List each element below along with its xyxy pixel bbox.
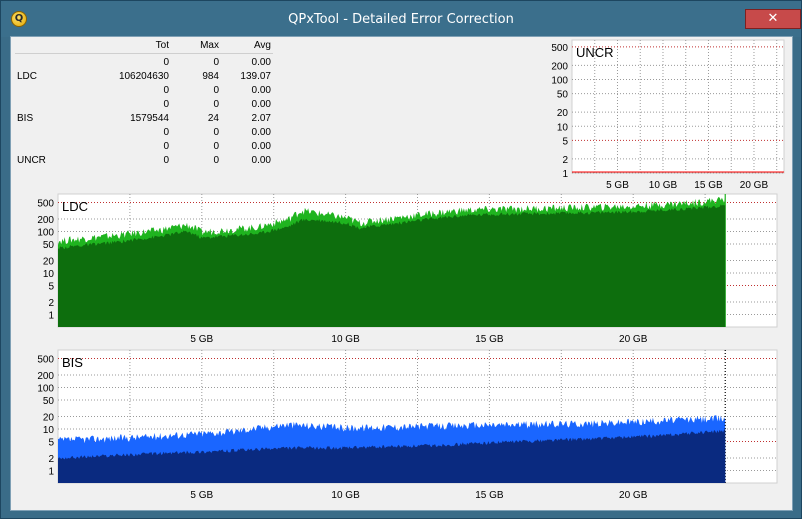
stats-tot: 0 — [163, 141, 169, 152]
stats-row: 0 0 0.00 — [15, 85, 273, 99]
stats-header-row: Tot Max Avg — [15, 40, 273, 54]
stats-tot: 0 — [163, 85, 169, 96]
x-tick-label: 10 GB — [331, 334, 360, 345]
stats-table: Tot Max Avg 0 0 0.00 LDC 106204630 984 1… — [15, 40, 273, 168]
stats-tot: 1579544 — [130, 113, 169, 124]
x-tick-label: 10 GB — [331, 490, 360, 501]
y-tick-label: 500 — [37, 354, 54, 365]
y-tick-label: 100 — [37, 383, 54, 394]
stats-max: 0 — [213, 57, 219, 68]
stats-tot: 0 — [163, 99, 169, 110]
stats-max: 0 — [213, 127, 219, 138]
y-tick-label: 500 — [37, 198, 54, 209]
y-tick-label: 200 — [551, 61, 568, 72]
y-tick-label: 50 — [43, 396, 55, 407]
series-area — [58, 204, 726, 327]
y-tick-label: 5 — [48, 437, 54, 448]
stats-avg: 0.00 — [251, 155, 271, 166]
stats-max: 0 — [213, 85, 219, 96]
stats-tot: 0 — [163, 155, 169, 166]
y-tick-label: 200 — [37, 215, 54, 226]
x-tick-label: 15 GB — [694, 180, 723, 191]
stats-row: LDC 106204630 984 139.07 — [15, 71, 273, 85]
stats-row: 0 0 0.00 — [15, 127, 273, 141]
stats-avg: 2.07 — [251, 113, 271, 124]
stats-label: UNCR — [17, 155, 46, 166]
x-tick-label: 20 GB — [619, 490, 648, 501]
y-tick-label: 50 — [43, 240, 55, 251]
stats-label: LDC — [17, 71, 38, 82]
stats-row: UNCR 0 0 0.00 — [15, 155, 273, 169]
y-tick-label: 500 — [551, 43, 568, 54]
x-tick-label: 5 GB — [606, 180, 629, 191]
stats-max: 0 — [213, 99, 219, 110]
stats-max: 24 — [207, 113, 219, 124]
y-tick-label: 10 — [43, 425, 55, 436]
stats-max: 0 — [213, 155, 219, 166]
stats-separator — [15, 53, 273, 54]
chart-title: BIS — [62, 355, 83, 370]
x-tick-label: 10 GB — [649, 180, 678, 191]
x-tick-label: 15 GB — [475, 334, 504, 345]
x-tick-label: 15 GB — [475, 490, 504, 501]
y-tick-label: 10 — [557, 122, 569, 133]
y-tick-label: 100 — [551, 76, 568, 87]
series-area — [58, 429, 726, 483]
stats-label: BIS — [17, 113, 34, 124]
header-tot: Tot — [155, 40, 169, 51]
y-tick-label: 20 — [43, 413, 55, 424]
y-tick-label: 2 — [48, 298, 54, 309]
stats-tot: 0 — [163, 57, 169, 68]
close-button[interactable]: ✕ — [745, 9, 801, 29]
x-tick-label: 5 GB — [190, 334, 213, 345]
y-tick-label: 20 — [43, 257, 55, 268]
header-avg: Avg — [253, 40, 271, 51]
y-tick-label: 2 — [562, 155, 568, 166]
y-tick-label: 2 — [48, 454, 54, 465]
x-tick-label: 20 GB — [619, 334, 648, 345]
stats-row: 0 0 0.00 — [15, 57, 273, 71]
y-tick-label: 1 — [48, 311, 54, 322]
stats-row: BIS 1579544 24 2.07 — [15, 113, 273, 127]
y-tick-label: 5 — [562, 136, 568, 147]
y-tick-label: 50 — [557, 90, 569, 101]
stats-avg: 0.00 — [251, 99, 271, 110]
stats-avg: 0.00 — [251, 57, 271, 68]
stats-avg: 0.00 — [251, 85, 271, 96]
chart-title: LDC — [62, 199, 88, 214]
plot-area — [571, 39, 785, 174]
app-logo-icon: Q — [11, 11, 27, 27]
stats-avg: 0.00 — [251, 127, 271, 138]
header-max: Max — [200, 40, 219, 51]
y-tick-label: 10 — [43, 269, 55, 280]
stats-tot: 106204630 — [118, 71, 169, 82]
stats-row: 0 0 0.00 — [15, 141, 273, 155]
window-title: QPxTool - Detailed Error Correction — [288, 12, 514, 27]
stats-row: 0 0 0.00 — [15, 99, 273, 113]
y-tick-label: 200 — [37, 371, 54, 382]
stats-max: 984 — [202, 71, 219, 82]
stats-tot: 0 — [163, 127, 169, 138]
y-tick-label: 1 — [562, 169, 568, 180]
chart-title: UNCR — [576, 45, 614, 60]
y-tick-label: 20 — [557, 108, 569, 119]
x-tick-label: 5 GB — [190, 490, 213, 501]
stats-max: 0 — [213, 141, 219, 152]
stats-avg: 0.00 — [251, 141, 271, 152]
x-tick-label: 20 GB — [740, 180, 769, 191]
y-tick-label: 1 — [48, 467, 54, 478]
y-tick-label: 5 — [48, 281, 54, 292]
title-bar[interactable]: Q QPxTool - Detailed Error Correction ✕ — [1, 1, 801, 37]
y-tick-label: 100 — [37, 227, 54, 238]
stats-avg: 139.07 — [240, 71, 271, 82]
